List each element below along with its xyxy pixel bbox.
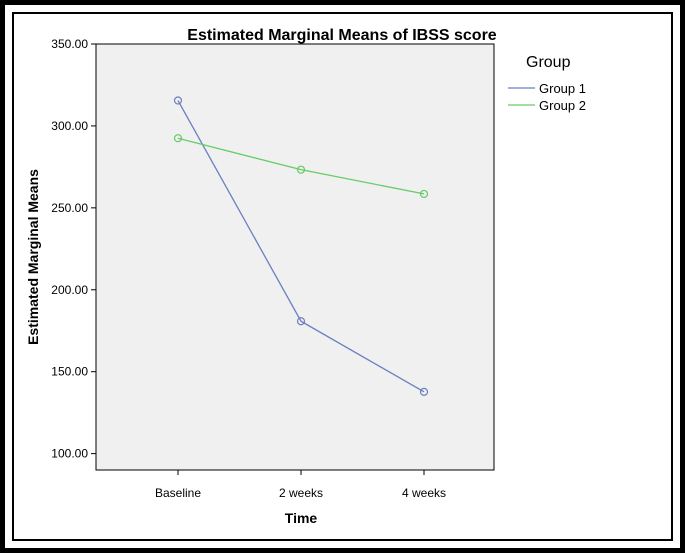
y-tick-label: 350.00 (51, 37, 88, 51)
data-point-group-2 (173, 134, 183, 143)
plot-area (95, 43, 495, 471)
x-axis-title: Time (285, 510, 318, 526)
legend-label-group-2: Group 2 (539, 98, 586, 113)
x-tick-label: 4 weeks (402, 486, 446, 500)
legend-title: Group (526, 54, 571, 71)
data-point-group-1 (296, 317, 306, 326)
x-tick-label: 2 weeks (279, 486, 323, 500)
legend-label-group-1: Group 1 (539, 81, 586, 96)
y-tick-label: 200.00 (51, 283, 88, 297)
y-tick-label: 100.00 (51, 447, 88, 461)
x-tick-label: Baseline (155, 486, 201, 500)
y-tick-label: 250.00 (51, 201, 88, 215)
series-line-group-1 (177, 100, 425, 393)
y-tick-label: 150.00 (51, 365, 88, 379)
data-point-group-1 (419, 387, 429, 396)
data-point-group-2 (296, 165, 306, 174)
y-axis-title: Estimated Marginal Means (25, 169, 41, 345)
y-tick-label: 300.00 (51, 119, 88, 133)
data-point-group-1 (173, 96, 183, 105)
data-point-group-2 (419, 189, 429, 199)
chart-title: Estimated Marginal Means of IBSS score (187, 27, 497, 44)
series-line-group-2 (177, 137, 425, 195)
